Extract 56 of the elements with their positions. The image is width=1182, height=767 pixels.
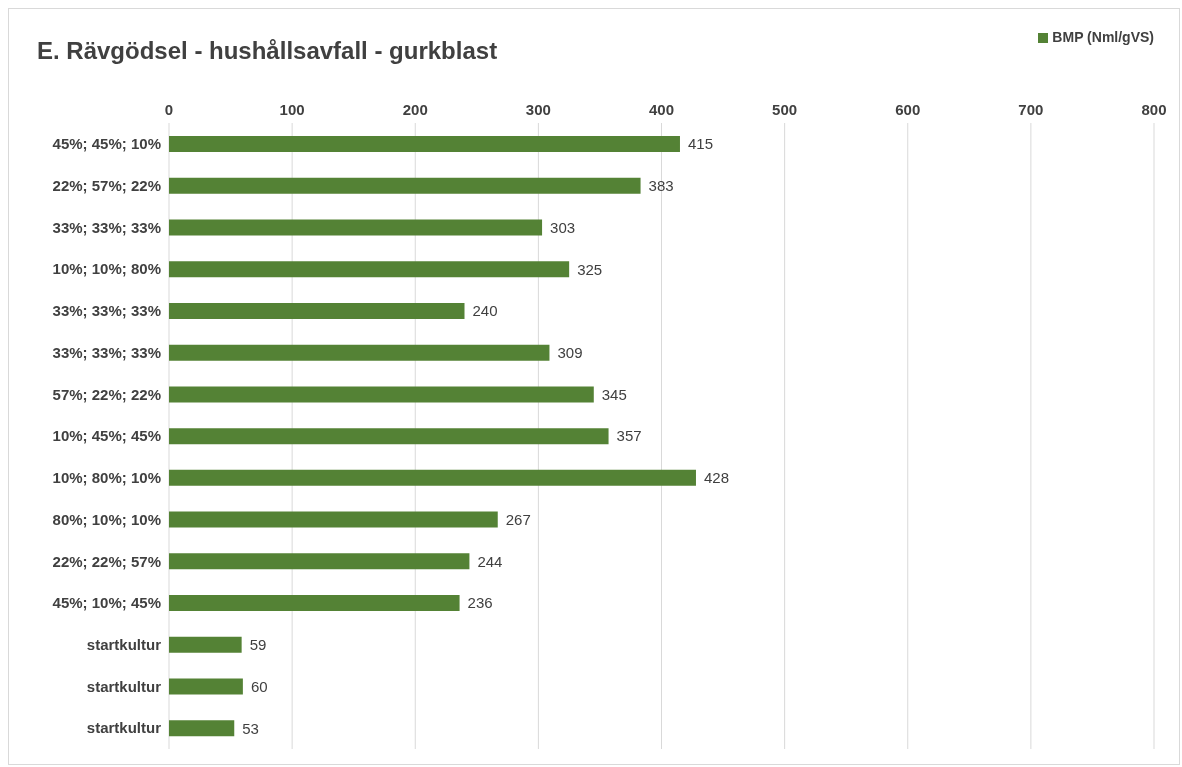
bar — [169, 595, 460, 612]
bar — [169, 219, 543, 236]
chart-title: E. Rävgödsel - hushållsavfall - gurkblast — [37, 37, 498, 65]
data-label: 309 — [557, 343, 583, 361]
y-tick-label: 22%; 57%; 22% — [52, 176, 161, 194]
bar — [169, 344, 550, 361]
bar — [169, 469, 696, 486]
bar — [169, 177, 641, 194]
x-tick-label: 800 — [1141, 101, 1167, 118]
bar — [169, 136, 680, 152]
x-tick-label: 600 — [895, 101, 921, 118]
bar — [169, 636, 242, 653]
y-tick-label: 10%; 80%; 10% — [52, 469, 161, 487]
data-label: 428 — [703, 469, 730, 487]
y-tick-label: 45%; 10%; 45% — [52, 594, 161, 612]
data-label: 59 — [249, 636, 267, 654]
data-label: 415 — [687, 135, 713, 153]
y-tick-label: 33%; 33%; 33% — [52, 302, 161, 320]
data-label: 60 — [250, 677, 268, 695]
data-label: 240 — [472, 302, 498, 320]
x-tick-label: 0 — [164, 101, 174, 118]
bar — [169, 720, 235, 737]
y-tick-label: 33%; 33%; 33% — [52, 343, 161, 361]
y-tick-label: 22%; 22%; 57% — [52, 552, 161, 570]
data-label: 53 — [242, 719, 259, 737]
y-tick-label: 45%; 45%; 10% — [52, 135, 161, 153]
y-tick-label: 10%; 10%; 80% — [52, 260, 161, 278]
data-label: 303 — [550, 218, 576, 236]
y-tick-label: 80%; 10%; 10% — [52, 510, 161, 528]
x-tick-label: 700 — [1018, 101, 1044, 118]
data-label: 383 — [648, 177, 674, 195]
y-tick-label: 33%; 33%; 33% — [52, 218, 161, 236]
data-label: 267 — [505, 510, 531, 528]
data-label: 325 — [577, 260, 603, 278]
bar — [169, 386, 594, 403]
y-tick-label: startkultur — [86, 635, 162, 653]
x-tick-label: 400 — [648, 101, 675, 118]
x-tick-label: 500 — [772, 101, 798, 118]
bar — [169, 428, 609, 445]
x-tick-label: 100 — [279, 101, 305, 118]
bar — [169, 302, 465, 319]
bar — [169, 553, 470, 570]
data-label: 236 — [467, 594, 493, 612]
x-tick-label: 200 — [402, 101, 428, 118]
y-tick-label: startkultur — [86, 719, 162, 737]
bar — [169, 511, 498, 528]
y-tick-label: 57%; 22%; 22% — [52, 385, 161, 403]
data-label: 345 — [601, 385, 627, 403]
bar — [169, 678, 243, 695]
y-tick-label: startkultur — [86, 677, 162, 695]
data-label: 244 — [477, 552, 503, 570]
data-label: 357 — [616, 427, 642, 445]
x-tick-label: 300 — [525, 101, 551, 118]
legend-label: BMP (Nml/gVS) — [1052, 29, 1154, 45]
bar — [169, 261, 570, 278]
y-tick-label: 10%; 45%; 45% — [52, 427, 161, 445]
